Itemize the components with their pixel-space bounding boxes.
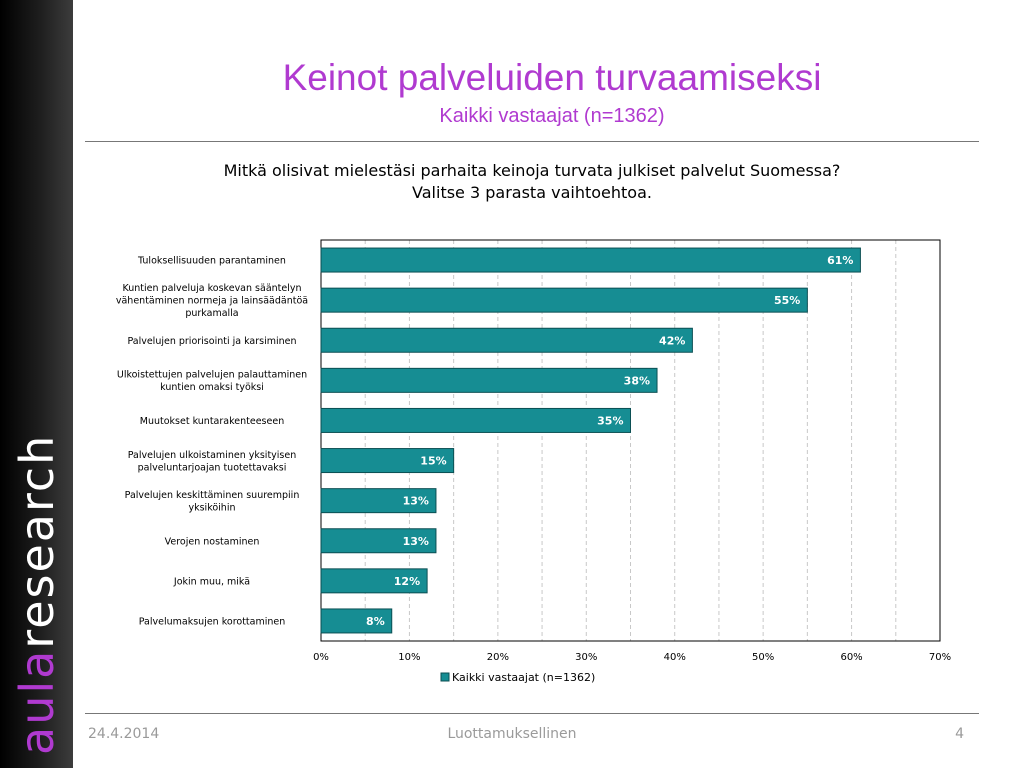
bar — [320, 528, 437, 554]
footer-date: 24.4.2014 — [88, 726, 160, 742]
question-line-1: Mitkä olisivat mielestäsi parhaita keino… — [223, 161, 841, 180]
category-label: yksiköihin — [188, 502, 235, 513]
category-label: purkamalla — [185, 308, 238, 319]
bar — [320, 608, 393, 634]
data-label: 8% — [366, 615, 385, 628]
x-tick-label: 40% — [664, 652, 686, 663]
legend-swatch — [440, 672, 450, 682]
x-tick-label: 10% — [398, 652, 420, 663]
x-tick-label: 20% — [487, 652, 509, 663]
data-label: 55% — [774, 294, 800, 307]
bar — [320, 407, 631, 433]
category-label: Ulkoistettujen palvelujen palauttaminen — [117, 370, 307, 381]
x-tick-label: 0% — [313, 652, 329, 663]
category-label: Palvelujen keskittäminen suurempiin — [125, 490, 300, 501]
category-label: Palvelujen ulkoistaminen yksityisen — [128, 450, 297, 461]
data-label: 38% — [624, 374, 650, 387]
bar — [320, 327, 693, 353]
survey-question: Mitkä olisivat mielestäsi parhaita keino… — [80, 160, 984, 204]
data-label: 15% — [420, 455, 446, 468]
x-tick-label: 50% — [752, 652, 774, 663]
category-label: Muutokset kuntarakenteeseen — [140, 416, 284, 427]
bar — [320, 448, 455, 474]
bar — [320, 287, 808, 313]
x-tick-label: 60% — [840, 652, 862, 663]
category-label: Verojen nostaminen — [165, 536, 260, 547]
data-label: 13% — [403, 535, 429, 548]
x-tick-label: 30% — [575, 652, 597, 663]
category-label: Tuloksellisuuden parantaminen — [137, 256, 286, 267]
category-label: Palvelujen priorisointi ja karsiminen — [127, 336, 296, 347]
data-label: 13% — [403, 495, 429, 508]
footer-confidentiality: Luottamuksellinen — [447, 726, 577, 742]
category-label: vähentäminen normeja ja lainsäädäntöä — [116, 296, 308, 307]
x-tick-label: 70% — [929, 652, 951, 663]
bar — [320, 367, 658, 393]
category-label: Palvelumaksujen korottaminen — [139, 616, 286, 627]
slide-subtitle: Kaikki vastaajat (n=1362) — [439, 105, 665, 127]
data-label: 61% — [827, 254, 853, 267]
data-label: 42% — [659, 334, 685, 347]
category-label: Kuntien palveluja koskevan sääntelyn — [122, 283, 301, 294]
question-line-2: Valitse 3 parasta vaihtoehtoa. — [412, 183, 652, 202]
category-label: palveluntarjoajan tuotettavaksi — [138, 462, 287, 473]
brand-sidebar: aularesearch — [0, 0, 73, 768]
page-number: 4 — [955, 726, 964, 742]
footer-divider — [85, 713, 979, 714]
category-label: kuntien omaksi työksi — [160, 382, 264, 393]
plot-area-border — [320, 239, 941, 642]
data-label: 12% — [394, 575, 420, 588]
data-label: 35% — [597, 414, 623, 427]
slide-title: Keinot palveluiden turvaamiseksi — [282, 57, 822, 98]
title-divider — [85, 141, 979, 142]
bar — [320, 247, 861, 273]
legend-label: Kaikki vastaajat (n=1362) — [452, 671, 595, 684]
bar — [320, 568, 428, 594]
bar — [320, 488, 437, 514]
category-label: Jokin muu, mikä — [173, 576, 250, 587]
